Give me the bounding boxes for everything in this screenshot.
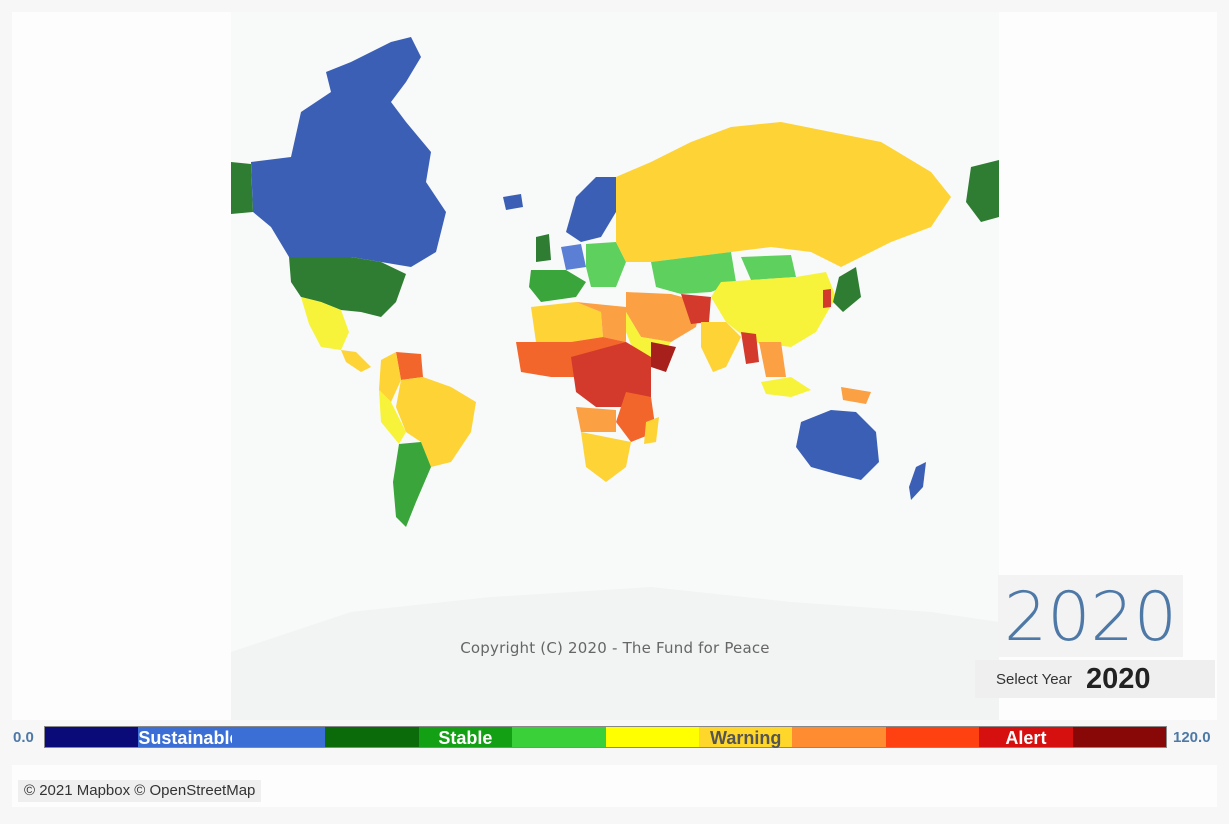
eastern-europe[interactable] xyxy=(586,242,626,287)
france-spain[interactable] xyxy=(529,270,586,302)
scale-segment: Warning xyxy=(698,727,793,748)
middle-east[interactable] xyxy=(626,292,701,342)
afghanistan[interactable] xyxy=(681,294,711,324)
southern-africa[interactable] xyxy=(581,432,631,482)
japan[interactable] xyxy=(833,267,861,312)
myanmar[interactable] xyxy=(741,332,759,364)
scale-segment xyxy=(45,727,139,747)
scale-min-label: 0.0 xyxy=(13,729,34,746)
horn-of-africa[interactable] xyxy=(651,342,676,372)
scale-segment xyxy=(885,727,980,747)
map-attribution[interactable]: © 2021 Mapbox © OpenStreetMap xyxy=(18,780,262,802)
scale-segment-label: Stable xyxy=(438,728,493,748)
libya-egypt[interactable] xyxy=(576,302,626,342)
kazakhstan[interactable] xyxy=(651,252,736,294)
western-europe[interactable] xyxy=(561,244,586,270)
scale-segment xyxy=(792,727,886,747)
scale-segment: Alert xyxy=(979,727,1073,748)
scale-segment xyxy=(325,727,419,747)
india[interactable] xyxy=(701,322,741,372)
scale-segment-label: Alert xyxy=(1005,728,1047,748)
world-map-svg[interactable] xyxy=(231,12,999,720)
year-selector-label: Select Year xyxy=(996,671,1072,688)
mexico[interactable] xyxy=(301,297,349,350)
greenland-west[interactable] xyxy=(231,162,253,214)
united-kingdom[interactable] xyxy=(536,234,551,262)
scale-segment-label: Warning xyxy=(710,728,782,748)
papua[interactable] xyxy=(841,387,871,404)
year-display: 2020 xyxy=(998,575,1183,657)
scale-max-label: 120.0 xyxy=(1173,729,1211,746)
scale-segment: Sustainable xyxy=(138,727,240,748)
central-africa[interactable] xyxy=(571,342,651,407)
north-africa[interactable] xyxy=(531,302,603,342)
brazil[interactable] xyxy=(396,377,476,467)
scandinavia[interactable] xyxy=(566,177,616,242)
madagascar[interactable] xyxy=(644,417,659,444)
map-copyright: Copyright (C) 2020 - The Fund for Peace xyxy=(460,639,770,657)
greenland-east[interactable] xyxy=(966,160,999,222)
year-selector[interactable]: Select Year 2020 xyxy=(975,660,1215,698)
indonesia[interactable] xyxy=(761,377,811,397)
angola[interactable] xyxy=(576,407,616,432)
korea[interactable] xyxy=(823,289,831,308)
scale-segment-label: Sustainable xyxy=(138,728,240,748)
new-zealand[interactable] xyxy=(909,462,926,500)
united-states[interactable] xyxy=(289,257,406,317)
russia[interactable] xyxy=(616,122,951,267)
southeast-asia[interactable] xyxy=(759,342,786,377)
scale-segment xyxy=(512,727,606,747)
world-map[interactable]: Copyright (C) 2020 - The Fund for Peace xyxy=(231,12,999,720)
color-scale-legend: Sustainable Stable Warning Alert xyxy=(44,726,1167,748)
venezuela[interactable] xyxy=(396,352,423,380)
central-america[interactable] xyxy=(341,350,371,372)
mongolia[interactable] xyxy=(741,255,796,280)
australia[interactable] xyxy=(796,410,879,480)
peru[interactable] xyxy=(379,390,406,444)
year-display-value: 2020 xyxy=(1003,578,1178,657)
colombia[interactable] xyxy=(379,352,401,402)
scale-segment xyxy=(1072,727,1167,747)
scale-segment: Stable xyxy=(418,727,513,748)
scale-segment xyxy=(605,727,699,747)
canada[interactable] xyxy=(251,37,446,267)
year-selector-value[interactable]: 2020 xyxy=(1086,663,1151,695)
antarctica xyxy=(231,587,999,720)
iceland[interactable] xyxy=(503,194,523,210)
argentina[interactable] xyxy=(393,442,431,527)
scale-segment xyxy=(231,727,326,747)
china[interactable] xyxy=(711,272,836,347)
